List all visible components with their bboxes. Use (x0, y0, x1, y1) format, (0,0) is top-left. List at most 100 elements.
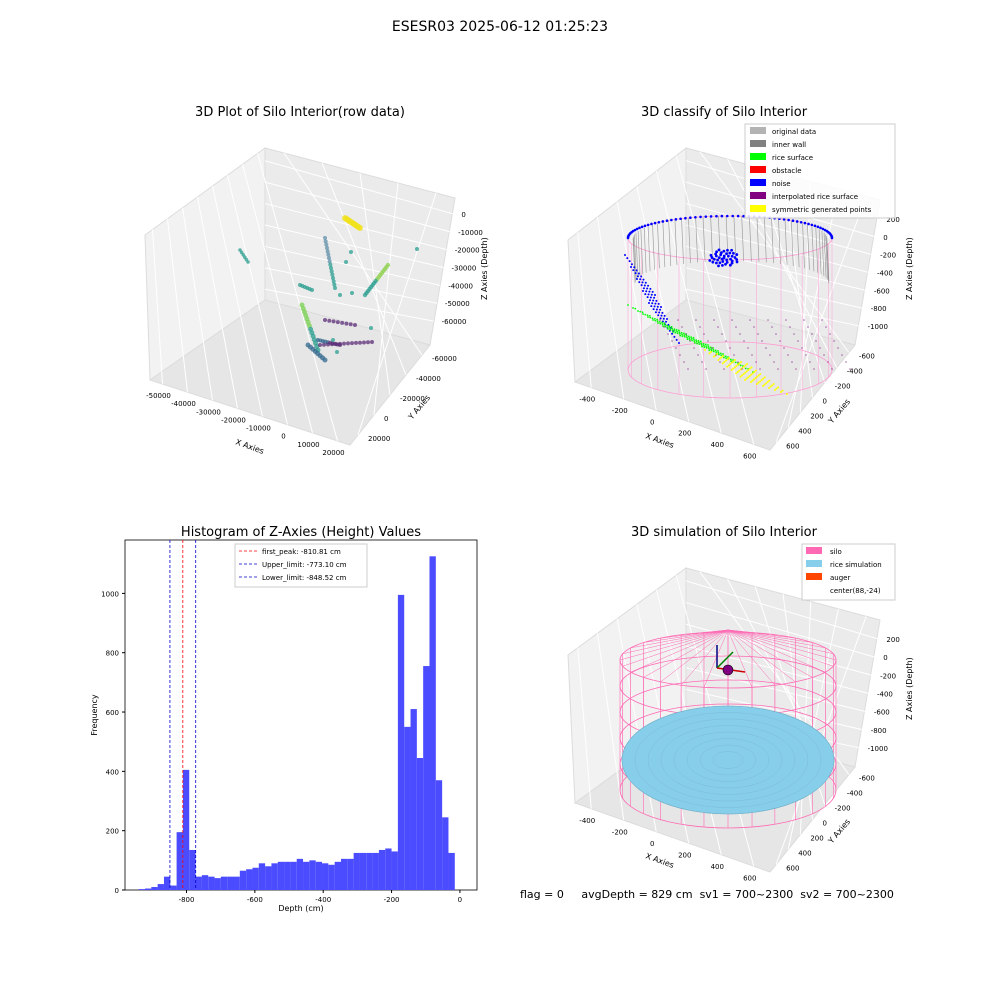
rice-surface-point (675, 328, 678, 331)
rice-surface-point (657, 322, 659, 324)
silo-roof-line (727, 629, 826, 673)
noise-point (651, 302, 654, 305)
silo-roof-line (643, 629, 729, 643)
panel4-ticks: -400-2000200400600-600-400-2000200400600… (579, 636, 899, 882)
symmetric-point (726, 365, 729, 368)
grid-line-x (242, 164, 313, 433)
rice-surface-point (672, 331, 674, 333)
noise-point (647, 284, 650, 287)
histogram-bar (353, 852, 360, 890)
status-sv1: sv1 = 700~2300 (699, 888, 794, 901)
x-tick-label: -50000 (146, 392, 171, 400)
rice-surface-point (632, 307, 634, 309)
noise-point (634, 272, 637, 275)
z-tick-label: -800 (871, 727, 887, 735)
histogram-bar (442, 817, 449, 890)
inner-wall-streak (741, 216, 745, 262)
status-sv2: sv2 = 700~2300 (800, 888, 894, 901)
legend-label: silo (830, 548, 842, 556)
symmetric-point (740, 361, 742, 363)
histogram-bar (214, 878, 221, 890)
x-tick-label: 200 (678, 851, 691, 859)
noise-point (640, 284, 643, 287)
rice-surface-point (663, 322, 666, 325)
rice-surface-point (702, 342, 705, 345)
symmetric-point (750, 373, 753, 376)
interpolated-point (717, 326, 719, 328)
noise-point (636, 278, 638, 280)
rice-surface-point (678, 329, 680, 332)
auger-axis-y (716, 651, 734, 669)
inner-wall-streak (652, 224, 655, 270)
symmetric-point (744, 364, 747, 367)
rice-mesh-ring (647, 718, 809, 802)
grid-line-x (597, 633, 625, 821)
interpolated-point (815, 340, 817, 342)
inner-wall-streak (778, 218, 781, 264)
grid-line-x (616, 201, 657, 411)
legend-label: Upper_limit: -773.10 cm (262, 561, 347, 569)
interpolated-point (711, 347, 713, 349)
legend-label: obstacle (772, 167, 802, 175)
symmetric-point (746, 363, 748, 365)
noise-point (736, 214, 740, 218)
histogram-bar (233, 876, 240, 890)
z-tick-label: -600 (874, 709, 890, 717)
interpolated-point (705, 368, 707, 370)
noise-point (717, 248, 721, 252)
z-tick-label: -50000 (445, 300, 470, 308)
symmetric-point (766, 381, 769, 383)
scatter-point (340, 320, 345, 325)
x-tick-label: 10000 (297, 441, 319, 449)
x-tick-label: -800 (179, 896, 195, 904)
interpolated-point (685, 333, 687, 335)
y-tick-label: 600 (786, 443, 799, 451)
interpolated-point (803, 319, 805, 321)
interpolated-point (819, 347, 821, 349)
x-tick-label: 0 (281, 433, 285, 441)
noise-point (671, 332, 674, 335)
interpolated-point (667, 333, 669, 335)
rice-surface-point (717, 351, 720, 354)
histogram-bar (315, 861, 323, 890)
silo-roof-line (727, 629, 813, 643)
rice-surface-point (696, 342, 698, 345)
inner-wall-streak (640, 229, 644, 275)
symmetric-point (759, 373, 762, 375)
noise-point (725, 214, 729, 218)
noise-point (819, 226, 822, 230)
rice-surface-point (683, 336, 686, 338)
scatter-point (329, 269, 334, 274)
interpolated-point (725, 340, 727, 342)
symmetric-point (768, 387, 770, 389)
rice-surface-point (686, 338, 689, 341)
rice-mesh-ring (673, 731, 783, 789)
rice-surface-point (676, 330, 678, 333)
symmetric-point (747, 376, 750, 379)
rice-surface-point (688, 337, 691, 340)
x-tick-label: -200 (384, 896, 400, 904)
noise-point (735, 258, 739, 261)
interpolated-point (823, 354, 825, 356)
noise-point (642, 287, 645, 290)
noise-point (712, 257, 716, 261)
inner-wall-streak (632, 237, 636, 284)
z-tick-label: 0 (883, 234, 887, 242)
interpolated-point (747, 347, 749, 349)
inner-wall-streak (771, 218, 774, 264)
rice-surface-point (674, 331, 677, 334)
symmetric-point (777, 386, 780, 389)
interpolated-point (833, 340, 835, 342)
histogram-bar (423, 666, 430, 890)
symmetric-point (727, 364, 730, 367)
noise-point (728, 251, 732, 255)
noise-point (644, 281, 647, 284)
rice-surface-point (713, 350, 715, 353)
z-tick-label: -40000 (448, 282, 473, 290)
histogram-bar (448, 852, 455, 890)
rice-surface-point (698, 341, 700, 344)
rice-surface-point (709, 346, 712, 349)
silo-roof-line (727, 629, 834, 667)
noise-point (665, 320, 668, 323)
panel1-zlabel: Z Axies (Depth) (480, 237, 489, 300)
